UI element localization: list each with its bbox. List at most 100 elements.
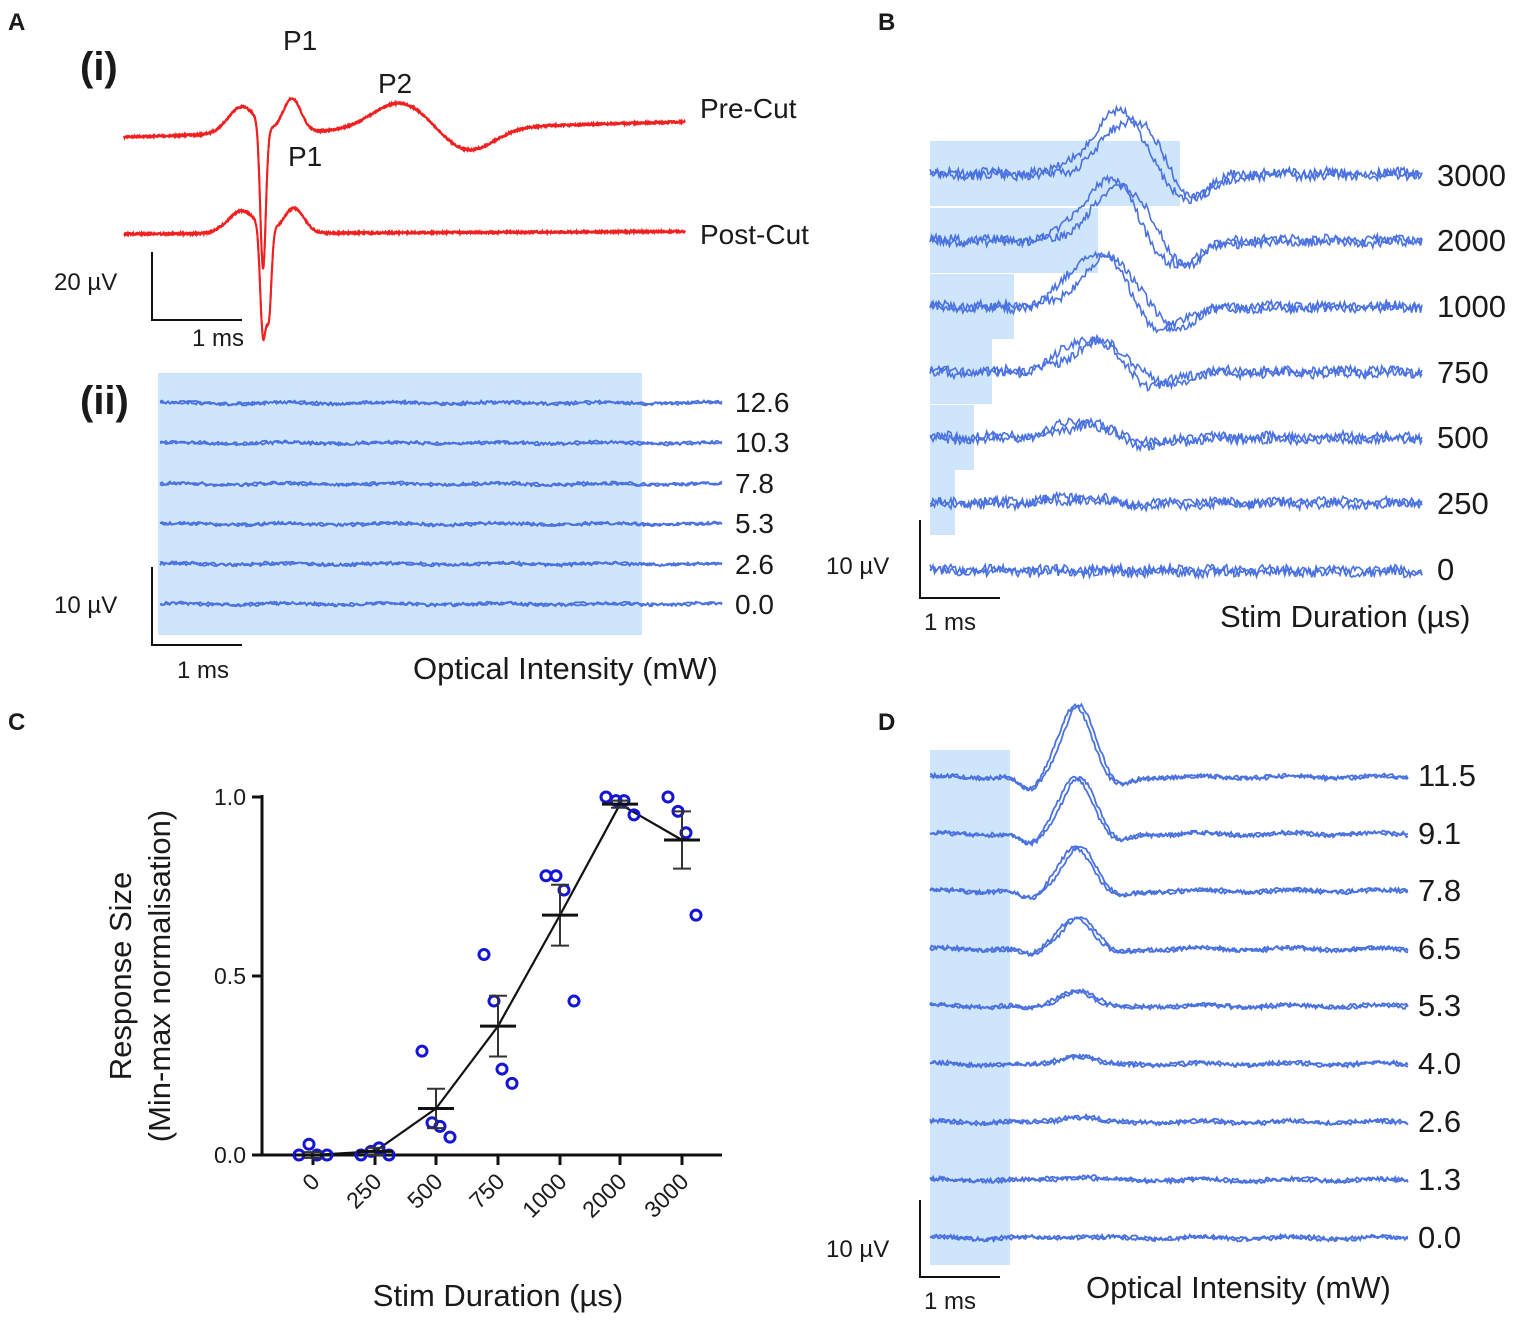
intensity-trace [929, 845, 1409, 901]
pre-post-cut-traces [123, 96, 686, 342]
subpanel-ii-label: (ii) [80, 379, 129, 423]
duration-shades-b [930, 141, 1180, 535]
duration-trace [929, 249, 1423, 334]
intensity-label: 0.0 [735, 589, 774, 620]
panel-b: B 3000 2000 1000 750 500 250 0 10 µV 1 m… [826, 9, 1506, 636]
duration-trace [929, 562, 1423, 580]
scale-bar-d: 10 µV 1 ms [826, 1200, 1000, 1315]
intensity-trace [929, 989, 1409, 1012]
y-axis-subtitle: (Min-max normalisation) [142, 810, 177, 1142]
intensity-traces-d [929, 702, 1409, 1244]
subpanel-i-label: (i) [80, 45, 118, 89]
data-point [477, 948, 491, 962]
scale-a-ii-y: 10 µV [54, 592, 117, 619]
intensity-label: 12.6 [735, 387, 790, 418]
intensity-trace [929, 1232, 1409, 1243]
x-tick-label: 500 [402, 1168, 448, 1214]
scale-d-y: 10 µV [826, 1236, 889, 1263]
intensity-trace [929, 916, 1409, 958]
intensity-labels-a: 12.6 10.3 7.8 5.3 2.6 0.0 [735, 387, 790, 620]
intensity-trace [159, 439, 723, 447]
scale-b-y: 10 µV [826, 553, 889, 580]
light-stimulus-shade-a [158, 373, 642, 635]
x-tick-label: 0 [297, 1168, 324, 1195]
data-point [689, 908, 703, 922]
duration-trace [929, 333, 1423, 391]
panel-c-label: C [8, 709, 25, 736]
pre-cut-trace [123, 96, 686, 270]
peak-p1-post-label: P1 [288, 141, 322, 172]
intensity-label: 2.6 [1418, 1104, 1461, 1139]
pre-cut-label: Pre-Cut [700, 93, 797, 124]
y-tick-label: 1.0 [214, 784, 246, 810]
panel-d-label: D [878, 709, 895, 736]
mean-line [312, 802, 683, 1157]
chart-axes [252, 795, 722, 1165]
intensity-trace [929, 988, 1409, 1011]
intensity-trace [159, 399, 723, 407]
intensity-label: 5.3 [735, 508, 774, 539]
x-tick-label: 1000 [517, 1168, 572, 1223]
intensity-label: 11.5 [1418, 758, 1476, 793]
y-tick-label: 0.5 [214, 963, 246, 989]
intensity-label: 7.8 [1418, 873, 1461, 908]
intensity-trace [159, 480, 723, 488]
data-point [549, 869, 563, 883]
x-tick-label: 3000 [639, 1168, 694, 1223]
data-point [495, 1062, 509, 1076]
intensity-trace [929, 775, 1409, 848]
axis-title-b: Stim Duration (µs) [1220, 599, 1470, 634]
intensity-label: 4.0 [1418, 1046, 1461, 1081]
duration-trace [929, 182, 1423, 271]
duration-label: 500 [1437, 420, 1489, 455]
intensity-label: 2.6 [735, 549, 774, 580]
duration-label: 3000 [1437, 158, 1506, 193]
data-point [302, 1137, 316, 1151]
axis-title-d: Optical Intensity (mW) [1086, 1270, 1391, 1305]
intensity-label: 1.3 [1418, 1162, 1461, 1197]
post-cut-trace [123, 206, 686, 342]
intensity-trace [929, 1112, 1409, 1127]
scale-a-i-x: 1 ms [192, 325, 244, 352]
intensity-trace [929, 1052, 1409, 1070]
y-axis-title: Response Size [103, 872, 138, 1081]
scale-d-x: 1 ms [924, 1288, 976, 1315]
intensity-label: 5.3 [1418, 988, 1461, 1023]
peak-p2-label: P2 [378, 68, 412, 99]
intensity-labels-d: 11.5 9.1 7.8 6.5 5.3 4.0 2.6 1.3 0.0 [1418, 758, 1476, 1255]
x-axis-title: Stim Duration (µs) [373, 1278, 623, 1313]
data-point [443, 1130, 457, 1144]
panel-a: A (i) P1 P2 P1 Pre-Cut Post-Cut 20 µV 1 … [8, 9, 809, 686]
duration-label: 1000 [1437, 289, 1506, 324]
scale-a-i-y: 20 µV [54, 269, 117, 296]
intensity-trace [929, 1174, 1409, 1185]
panel-d: D 11.5 9.1 7.8 6.5 5.3 4.0 2.6 1.3 0.0 1… [826, 702, 1476, 1315]
scale-bar-a-ii: 10 µV 1 ms [54, 567, 242, 684]
scale-b-x: 1 ms [924, 609, 976, 636]
duration-trace [929, 492, 1423, 513]
data-point [599, 790, 613, 804]
intensity-trace [159, 600, 723, 608]
data-point [661, 790, 675, 804]
intensity-trace [159, 559, 723, 568]
intensity-traces-a [159, 399, 723, 608]
duration-traces-b [929, 104, 1423, 581]
intensity-label: 10.3 [735, 427, 790, 458]
panel-a-label: A [8, 9, 25, 36]
axis-title-a-ii: Optical Intensity (mW) [413, 651, 718, 686]
duration-trace [929, 251, 1423, 334]
y-tick-label: 0.0 [214, 1142, 246, 1168]
data-point [567, 994, 581, 1008]
scale-bar-b: 10 µV 1 ms [826, 520, 1000, 636]
data-point [627, 808, 641, 822]
panel-b-label: B [878, 9, 895, 36]
peak-p1-label: P1 [283, 25, 317, 56]
duration-trace [929, 115, 1423, 203]
y-tick-labels: 0.0 0.5 1.0 [214, 784, 246, 1168]
duration-labels-b: 3000 2000 1000 750 500 250 0 [1437, 158, 1506, 587]
x-tick-labels: 0 250 500 750 1000 2000 3000 [297, 1168, 693, 1223]
duration-trace [929, 561, 1423, 581]
intensity-trace [929, 702, 1409, 792]
x-tick-label: 250 [341, 1168, 387, 1214]
